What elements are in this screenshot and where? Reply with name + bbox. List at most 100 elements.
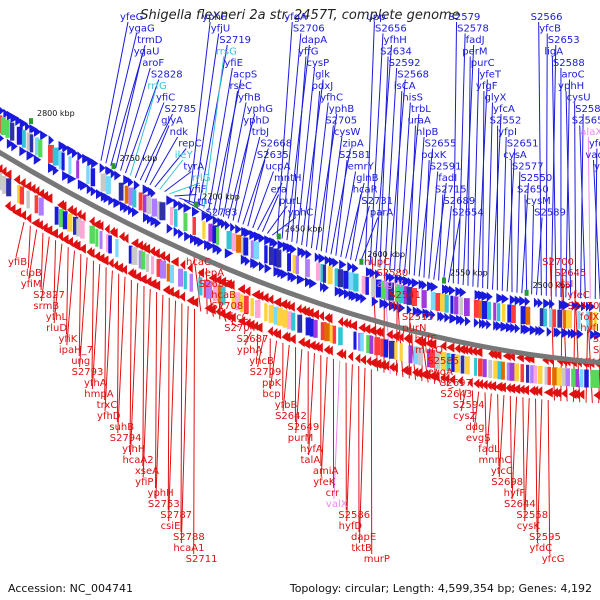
gene-label: parA — [370, 208, 394, 219]
gene-arrow — [594, 329, 600, 340]
gene-block — [464, 298, 470, 317]
kbp-tick-label: 2750 kbp — [120, 154, 158, 163]
gene-label: ucpA — [265, 162, 290, 173]
gene-leader-line — [105, 33, 138, 164]
gene-label: flk — [390, 301, 402, 312]
gene-leader-line — [486, 393, 492, 456]
gene-leader-line — [244, 331, 252, 346]
gene-arrow — [304, 277, 313, 288]
gene-arrow — [462, 344, 469, 355]
gene-label: yfpI — [498, 127, 517, 138]
gene-label: hycC — [224, 312, 249, 323]
gene-arrow — [13, 174, 21, 185]
gene-arrow — [207, 304, 216, 315]
gene-leader-line — [231, 322, 239, 328]
gene-label: clpB — [20, 268, 42, 279]
gene-arrow — [206, 212, 215, 223]
gene-label: S2711 — [186, 554, 218, 565]
gene-label: yfcB — [539, 24, 561, 35]
gene-label: rnc — [197, 196, 213, 207]
gene-arrow — [318, 311, 325, 322]
gene-label: yfhA — [84, 378, 107, 389]
gene-leader-line — [580, 113, 584, 299]
gene-arrow — [388, 300, 398, 311]
gene-label: argW — [377, 279, 403, 290]
gene-arrow — [100, 255, 109, 266]
gene-arrow — [351, 290, 359, 301]
gene-block — [353, 273, 359, 292]
gene-arrow — [301, 247, 307, 258]
kbp-ticks-group: 2800 kbp 2750 kbp 2700 kbp 2650 kbp 2600 kbp… — [29, 109, 570, 296]
gene-arrow — [118, 231, 125, 242]
gene-leader-line — [104, 267, 107, 401]
gene-arrow — [314, 252, 320, 263]
gene-label: murP — [364, 554, 390, 565]
gene-label: S2645 — [554, 268, 586, 279]
gene-block — [105, 176, 111, 195]
gene-block — [2, 175, 7, 194]
gene-arrow — [4, 201, 11, 212]
gene-arrow — [509, 294, 517, 305]
gene-leader-line — [203, 56, 225, 209]
gene-arrow — [36, 219, 43, 230]
gene-block — [128, 187, 134, 206]
gene-arrow — [296, 304, 302, 315]
gene-block — [264, 303, 268, 322]
gene-leader-line — [27, 225, 31, 269]
gene-label: purN — [402, 323, 426, 334]
gene-leader-line — [487, 102, 493, 289]
gene-arrow — [561, 388, 568, 399]
gene-leader-line — [286, 44, 310, 241]
gene-leader-line — [438, 194, 444, 281]
gene-label: yfiK — [59, 334, 78, 345]
gene-label: S2635 — [257, 150, 289, 161]
gene-arrow — [19, 210, 27, 221]
gene-label: cysP — [307, 58, 330, 69]
gene-block — [10, 122, 15, 141]
gene-label: suhB — [109, 422, 134, 433]
gene-block — [169, 207, 174, 226]
gene-label: ygaG — [129, 24, 155, 35]
gene-label: yfhL — [46, 312, 68, 323]
gene-arrow — [305, 307, 314, 318]
gene-arrow — [43, 193, 53, 204]
gene-label: hcaR — [353, 185, 378, 196]
gene-block — [361, 275, 368, 294]
gene-arrow — [479, 318, 485, 329]
gene-leader-line — [198, 44, 228, 207]
gene-label: trbJ — [252, 127, 269, 138]
gene-leader-line — [91, 264, 101, 390]
gene-block — [253, 241, 260, 260]
gene-arrow — [571, 300, 577, 311]
gene-label: S2698 — [491, 477, 523, 488]
gene-arrow — [164, 253, 170, 264]
gene-arrow — [180, 259, 186, 270]
gene-arrow — [243, 286, 251, 297]
gene-label: yphH — [558, 81, 584, 92]
gene-label: S2688 — [593, 345, 600, 356]
gene-leader-line — [452, 21, 458, 284]
gene-block — [348, 272, 355, 291]
gene-arrow — [189, 233, 198, 244]
gene-block — [90, 168, 96, 187]
gene-label: murQ — [415, 345, 443, 356]
gene-arrow — [360, 293, 367, 304]
gene-block — [520, 364, 525, 383]
gene-arrow — [113, 198, 123, 209]
gene-arrow — [439, 311, 446, 322]
gene-arrow — [0, 106, 5, 115]
gene-leader-line — [350, 194, 362, 260]
gene-arrow — [114, 170, 122, 181]
gene-arrow — [348, 320, 358, 331]
gene-label: S2731 — [361, 196, 393, 207]
gene-label: yfhH — [122, 444, 145, 455]
gene-block — [48, 144, 54, 163]
gene-arrow — [305, 249, 312, 260]
gene-leader-line — [460, 389, 467, 412]
gene-block — [589, 311, 593, 330]
gene-label: S2649 — [287, 422, 319, 433]
gene-block — [544, 366, 550, 385]
gene-arrow — [249, 229, 259, 240]
gene-arrow — [486, 380, 492, 391]
gene-block — [547, 366, 551, 385]
